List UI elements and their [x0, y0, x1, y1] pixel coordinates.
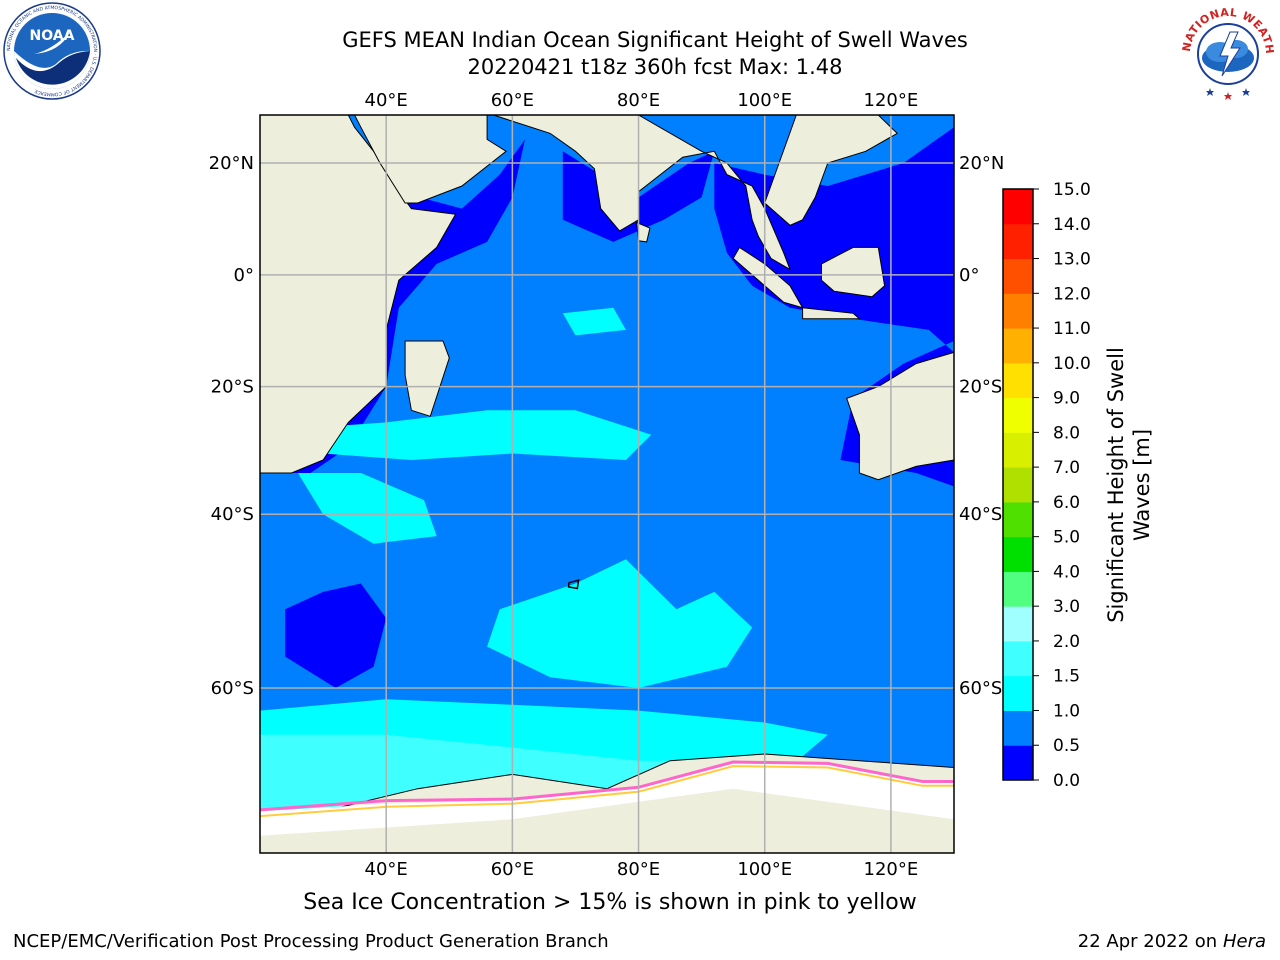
lat-tick-label-right: 40°S	[959, 504, 1002, 525]
colorbar-segment	[1003, 571, 1033, 607]
colorbar-tick-label: 13.0	[1053, 250, 1091, 270]
colorbar-segment	[1003, 397, 1033, 433]
colorbar-tick-label: 2.0	[1053, 632, 1080, 652]
lat-tick-label-left: 40°S	[211, 504, 254, 525]
colorbar-segment	[1003, 432, 1033, 468]
low-swell-region	[562, 151, 715, 242]
nws-logo: NATIONAL WEATHER SERVICE	[1176, 2, 1276, 100]
high-swell-region	[297, 473, 437, 544]
sea-ice-layer	[260, 760, 954, 836]
lon-tick-label-bottom: 40°E	[365, 859, 408, 880]
colorbar: 0.0 0.5 1.0 1.5 2.0 3.0 4.0 5.0 6.0 7.0 8.0 9.0 10.0…	[1002, 180, 1154, 791]
map-subtitle: 20220421 t18z 360h fcst Max: 1.48	[467, 55, 843, 79]
colorbar-segment	[1003, 362, 1033, 399]
colorbar-tick-label: 3.0	[1053, 597, 1080, 617]
axis-labels: 40°E 40°E 60°E 60°E 80°E 80°E 100°E 100°E 120°E 1…	[209, 90, 1005, 880]
colorbar-tick-label: 0.5	[1053, 736, 1080, 756]
sea-ice-caption: Sea Ice Concentration > 15% is shown in …	[303, 890, 917, 915]
noaa-logo: NATIONAL OCEANIC AND ATMOSPHERIC ADMINIS…	[3, 2, 101, 100]
low-swell-region	[285, 583, 387, 688]
colorbar-tick-label: 12.0	[1053, 284, 1091, 304]
colorbar-segment	[1003, 675, 1033, 711]
sea-ice-edge-high	[260, 765, 954, 818]
high-swell-region	[487, 559, 753, 688]
lon-tick-label-bottom: 60°E	[491, 859, 534, 880]
lon-tick-label-top: 120°E	[864, 90, 919, 111]
colorbar-segment	[1003, 293, 1033, 329]
colorbar-segment	[1003, 640, 1033, 677]
colorbar-segment	[1003, 745, 1033, 781]
colorbar-segment	[1003, 501, 1033, 538]
high-swell-region	[562, 307, 626, 336]
colorbar-label: Significant Height of SwellWaves [m]	[1104, 347, 1154, 623]
colorbar-tick-label: 11.0	[1053, 319, 1091, 339]
colorbar-frame	[1002, 188, 1034, 781]
lat-tick-label-left: 20°N	[209, 153, 254, 174]
lat-tick-label-right: 0°	[959, 265, 979, 286]
colorbar-tick-label: 15.0	[1053, 180, 1091, 200]
footer-date-text: 22 Apr 2022 on	[1077, 931, 1223, 952]
land-mass	[821, 246, 886, 298]
colorbar-tick-label: 0.0	[1053, 771, 1080, 791]
footer-date: 22 Apr 2022 on Hera	[1078, 931, 1266, 952]
land-mass	[764, 115, 899, 226]
lon-tick-label-bottom: 120°E	[864, 859, 919, 880]
footer-credit: NCEP/EMC/Verification Post Processing Pr…	[13, 931, 609, 952]
land-mass	[732, 246, 804, 309]
lon-tick-label-top: 40°E	[365, 90, 408, 111]
lon-tick-label-top: 80°E	[617, 90, 660, 111]
colorbar-tick-label: 8.0	[1053, 423, 1080, 443]
colorbar-segment	[1003, 710, 1033, 746]
colorbar-segment	[1003, 189, 1033, 225]
sea-ice-edge	[260, 760, 954, 812]
lat-tick-label-right: 20°S	[959, 377, 1002, 398]
colorbar-tick-label: 4.0	[1053, 562, 1080, 582]
lat-tick-label-left: 0°	[234, 265, 254, 286]
lon-tick-label-top: 100°E	[737, 90, 792, 111]
land-mass	[260, 115, 457, 474]
land-mass	[846, 351, 954, 481]
land-mass	[354, 115, 507, 204]
colorbar-segment	[1003, 258, 1033, 294]
colorbar-segment	[1003, 223, 1033, 260]
colorbar-segment	[1003, 536, 1033, 572]
land-mass	[802, 307, 861, 320]
lon-tick-label-top: 60°E	[491, 90, 534, 111]
lat-tick-label-left: 60°S	[211, 678, 254, 699]
colorbar-tick-label: 1.0	[1053, 701, 1080, 721]
lat-tick-label-left: 20°S	[211, 377, 254, 398]
colorbar-tick-label: 5.0	[1053, 528, 1080, 548]
lat-tick-label-right: 20°N	[959, 153, 1004, 174]
lon-tick-label-bottom: 80°E	[617, 859, 660, 880]
colorbar-tick-label: 9.0	[1053, 389, 1080, 409]
sea-ice-region	[260, 763, 954, 836]
footer-host: Hera	[1222, 931, 1266, 952]
colorbar-tick-label: 10.0	[1053, 354, 1091, 374]
lon-tick-label-bottom: 100°E	[737, 859, 792, 880]
map-frame	[259, 114, 955, 854]
land-mass	[493, 115, 791, 271]
map-gridlines	[260, 115, 954, 853]
colorbar-tick-label: 7.0	[1053, 458, 1080, 478]
colorbar-tick-label: 14.0	[1053, 215, 1091, 235]
land-mass	[404, 340, 450, 417]
map-title: GEFS MEAN Indian Ocean Significant Heigh…	[342, 28, 968, 52]
colorbar-segment	[1003, 606, 1033, 642]
noaa-logo-text: NOAA	[30, 28, 75, 44]
lat-tick-label-right: 60°S	[959, 678, 1002, 699]
colorbar-tick-label: 6.0	[1053, 493, 1080, 513]
kerguelen-island	[567, 579, 580, 590]
colorbar-segment	[1003, 328, 1033, 364]
colorbar-tick-label: 1.5	[1053, 667, 1080, 687]
colorbar-segment	[1003, 467, 1033, 503]
